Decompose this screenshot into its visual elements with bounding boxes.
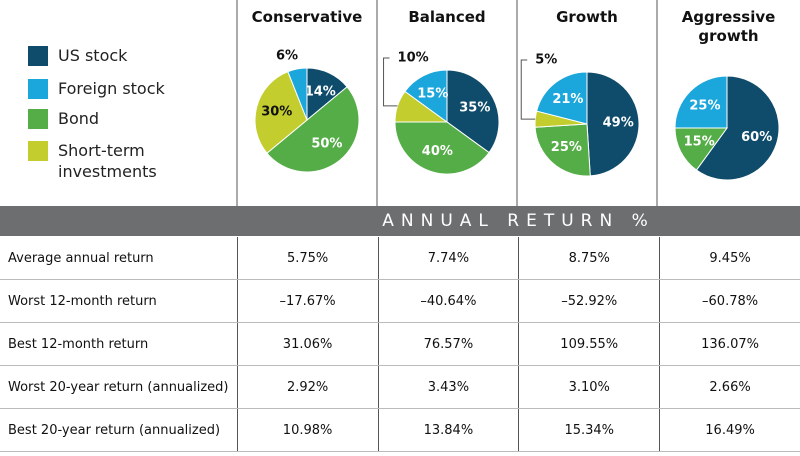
table-row: Worst 20-year return (annualized) 2.92% 3.…: [0, 365, 800, 409]
data-label: 40%: [422, 144, 453, 159]
pie-slice: [674, 127, 728, 171]
data-label: 6%: [276, 49, 298, 64]
table-cell: 3.10%: [518, 365, 660, 409]
table-cell: 136.07%: [659, 322, 800, 366]
pie-slice: [404, 69, 448, 123]
pie-title: Conservative: [251, 8, 363, 26]
table-cell: 76.57%: [377, 322, 519, 366]
pie-slice: [254, 71, 308, 154]
pie-slice: [695, 75, 780, 181]
legend-label: US stock: [58, 46, 128, 65]
table-cell: 15.34%: [518, 408, 660, 452]
table-cell: 2.92%: [236, 365, 378, 409]
data-label: 15%: [417, 87, 448, 102]
table-cell: 8.75%: [518, 237, 660, 280]
legend-swatch: [28, 109, 48, 129]
header-band: [0, 206, 800, 236]
pie-slice: [266, 86, 360, 173]
table-row: Worst 12-month return –17.67% –40.64% –52.9…: [0, 279, 800, 323]
row-label: Worst 20-year return (annualized): [0, 365, 238, 409]
row-label: Worst 12-month return: [0, 279, 238, 323]
returns-table: Average annual return 5.75% 7.74% 8.75% 9.45…: [0, 237, 800, 452]
row-label: Best 20-year return (annualized): [0, 408, 238, 452]
table-cell: 109.55%: [518, 322, 660, 366]
table-row: Average annual return 5.75% 7.74% 8.75% 9.45…: [0, 237, 800, 280]
table-cell: –52.92%: [518, 279, 660, 323]
data-label: 60%: [741, 130, 772, 145]
table-row: Best 20-year return (annualized) 10.98% 13…: [0, 408, 800, 452]
data-label: 30%: [261, 105, 292, 120]
legend-label: Short-term investments: [58, 141, 157, 181]
pie-area: 14% 50% 30% 6% 35% 40% 10% 15% 49% 25% 5% 21% 60% 15%…: [236, 0, 780, 206]
pie-slice: [287, 67, 308, 121]
pie-title: Growth: [556, 8, 618, 26]
legend-swatch: [28, 46, 48, 66]
data-label: 5%: [535, 53, 557, 68]
table-row: Best 12-month return 31.06% 76.57% 109.55% 1…: [0, 322, 800, 366]
data-label: 49%: [603, 116, 634, 131]
pie-title: Balanced: [408, 8, 486, 26]
legend-swatch: [28, 141, 48, 161]
data-label: 15%: [684, 135, 715, 150]
table-title: ANNUAL RETURN %: [382, 211, 655, 231]
pie-slice: [394, 121, 490, 175]
table-cell: 16.49%: [659, 408, 800, 452]
leader-line: [383, 57, 398, 107]
table-cell: 9.45%: [659, 237, 800, 280]
row-label: Best 12-month return: [0, 322, 238, 366]
pie-slice: [534, 123, 591, 177]
data-label: 25%: [551, 140, 582, 155]
leader-line: [520, 59, 536, 120]
table-cell: 13.84%: [377, 408, 519, 452]
data-label: 14%: [305, 84, 336, 99]
data-label: 25%: [689, 98, 720, 113]
legend-swatch: [28, 79, 48, 99]
pie-slice: [586, 71, 640, 177]
table-cell: –60.78%: [659, 279, 800, 323]
table-cell: 3.43%: [377, 365, 519, 409]
pie-slice: [536, 71, 588, 125]
table-cell: 7.74%: [377, 237, 519, 280]
table-cell: –40.64%: [377, 279, 519, 323]
table-cell: –17.67%: [236, 279, 378, 323]
data-label: 21%: [552, 92, 583, 107]
data-label: 50%: [311, 137, 342, 152]
table-cell: 10.98%: [236, 408, 378, 452]
pie-slice: [674, 75, 728, 129]
pie-title: Aggressive growth: [681, 8, 776, 45]
row-label: Average annual return: [0, 237, 238, 280]
legend-label: Foreign stock: [58, 79, 165, 98]
pie-slice: [446, 69, 500, 154]
table-cell: 5.75%: [236, 237, 378, 280]
table-cell: 31.06%: [236, 322, 378, 366]
data-label: 10%: [398, 51, 429, 66]
data-label: 35%: [459, 100, 490, 115]
table-cell: 2.66%: [659, 365, 800, 409]
legend-label: Bond: [58, 109, 100, 128]
